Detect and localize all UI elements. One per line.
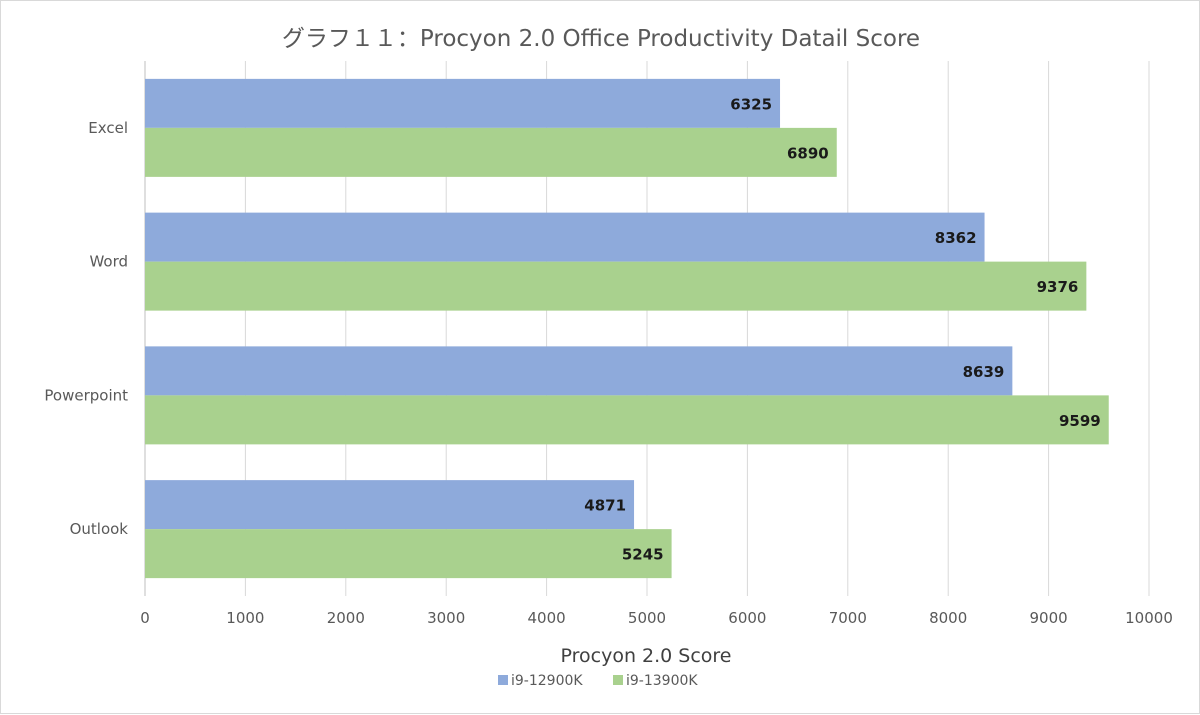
data-label: 6325 (730, 95, 772, 113)
x-axis-title: Procyon 2.0 Score (560, 645, 731, 667)
bar-i9-12900K-Excel (145, 78, 781, 128)
bar-i9-12900K-Powerpoint (145, 346, 1013, 396)
category-labels: Excel Word Powerpoint Outlook (44, 119, 128, 538)
x-tick-label: 4000 (528, 609, 566, 627)
data-label: 8639 (963, 363, 1005, 381)
x-tick-labels: 0 1000 2000 3000 4000 5000 6000 7000 8000 9000 100… (140, 609, 1173, 627)
legend-label: i9-13900K (626, 673, 698, 689)
x-tick-label: 7000 (829, 609, 867, 627)
data-label: 9376 (1037, 278, 1079, 296)
legend-swatch (498, 675, 508, 685)
bar-i9-13900K-Excel (145, 127, 837, 177)
category-label: Outlook (70, 520, 129, 538)
x-tick-label: 2000 (327, 609, 365, 627)
x-tick-label: 1000 (226, 609, 264, 627)
data-label: 6890 (787, 144, 829, 162)
x-tick-label: 3000 (427, 609, 465, 627)
bar-i9-13900K-Powerpoint (145, 395, 1109, 445)
x-tick-label: 0 (140, 609, 150, 627)
category-label: Excel (88, 119, 128, 137)
bar-i9-13900K-Outlook (145, 529, 672, 579)
bar-i9-12900K-Word (145, 212, 985, 262)
x-tick-label: 10000 (1125, 609, 1173, 627)
x-tick-label: 6000 (728, 609, 766, 627)
data-label: 5245 (622, 546, 664, 564)
data-label: 4871 (584, 497, 626, 515)
legend: i9-12900K i9-13900K (498, 673, 698, 689)
x-tick-label: 5000 (628, 609, 666, 627)
category-label: Powerpoint (44, 386, 128, 404)
bar-i9-13900K-Word (145, 261, 1087, 311)
data-label: 9599 (1059, 412, 1101, 430)
data-label: 8362 (935, 229, 977, 247)
category-label: Word (89, 253, 128, 271)
data-labels: 6325 6890 8362 9376 8639 9599 4871 5245 (584, 95, 1100, 563)
chart-title: グラフ１１：Procyon 2.0 Office Productivity Da… (282, 26, 920, 52)
legend-swatch (613, 675, 623, 685)
legend-label: i9-12900K (511, 673, 583, 689)
bars (145, 78, 1109, 579)
x-tick-label: 9000 (1030, 609, 1068, 627)
x-tick-label: 8000 (929, 609, 967, 627)
bar-i9-12900K-Outlook (145, 480, 635, 530)
